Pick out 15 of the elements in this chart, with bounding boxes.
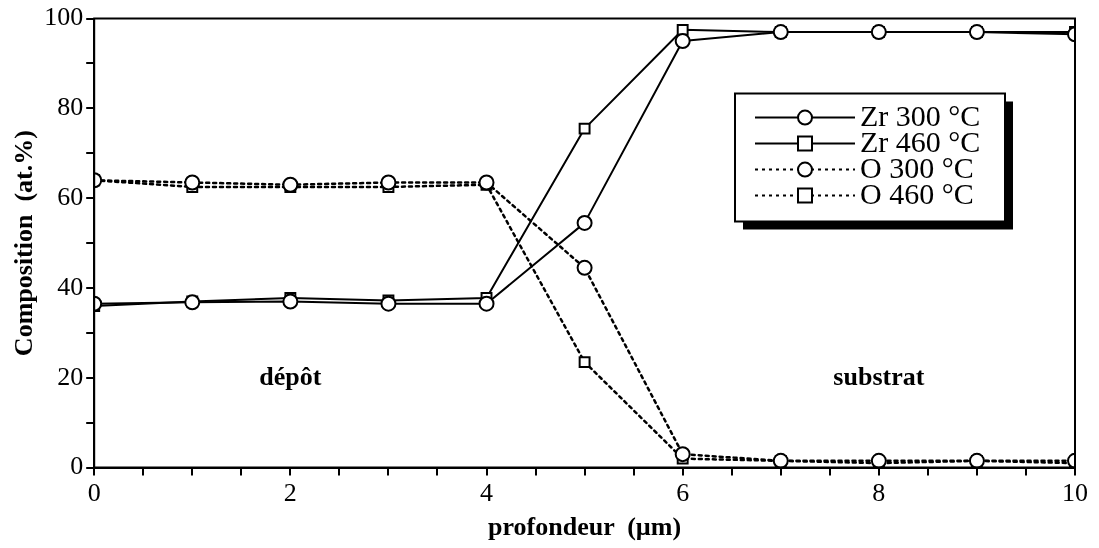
annotation: substrat	[833, 361, 925, 391]
y-tick-label: 0	[70, 451, 84, 481]
x-axis-title: profondeur (µm)	[488, 512, 682, 542]
x-tick-label: 4	[480, 478, 494, 508]
y-tick-label: 80	[57, 92, 84, 122]
x-tick-label: 10	[1062, 478, 1088, 508]
y-tick-label: 60	[57, 182, 84, 212]
y-tick-label: 100	[44, 2, 84, 32]
y-axis-title: Composition (at.%)	[9, 130, 39, 357]
y-tick-label: 40	[57, 271, 84, 301]
x-tick-label: 6	[676, 478, 690, 508]
annotation: dépôt	[259, 361, 322, 391]
y-tick-label: 20	[57, 361, 84, 391]
x-tick-label: 2	[283, 478, 297, 508]
x-tick-label: 8	[872, 478, 886, 508]
